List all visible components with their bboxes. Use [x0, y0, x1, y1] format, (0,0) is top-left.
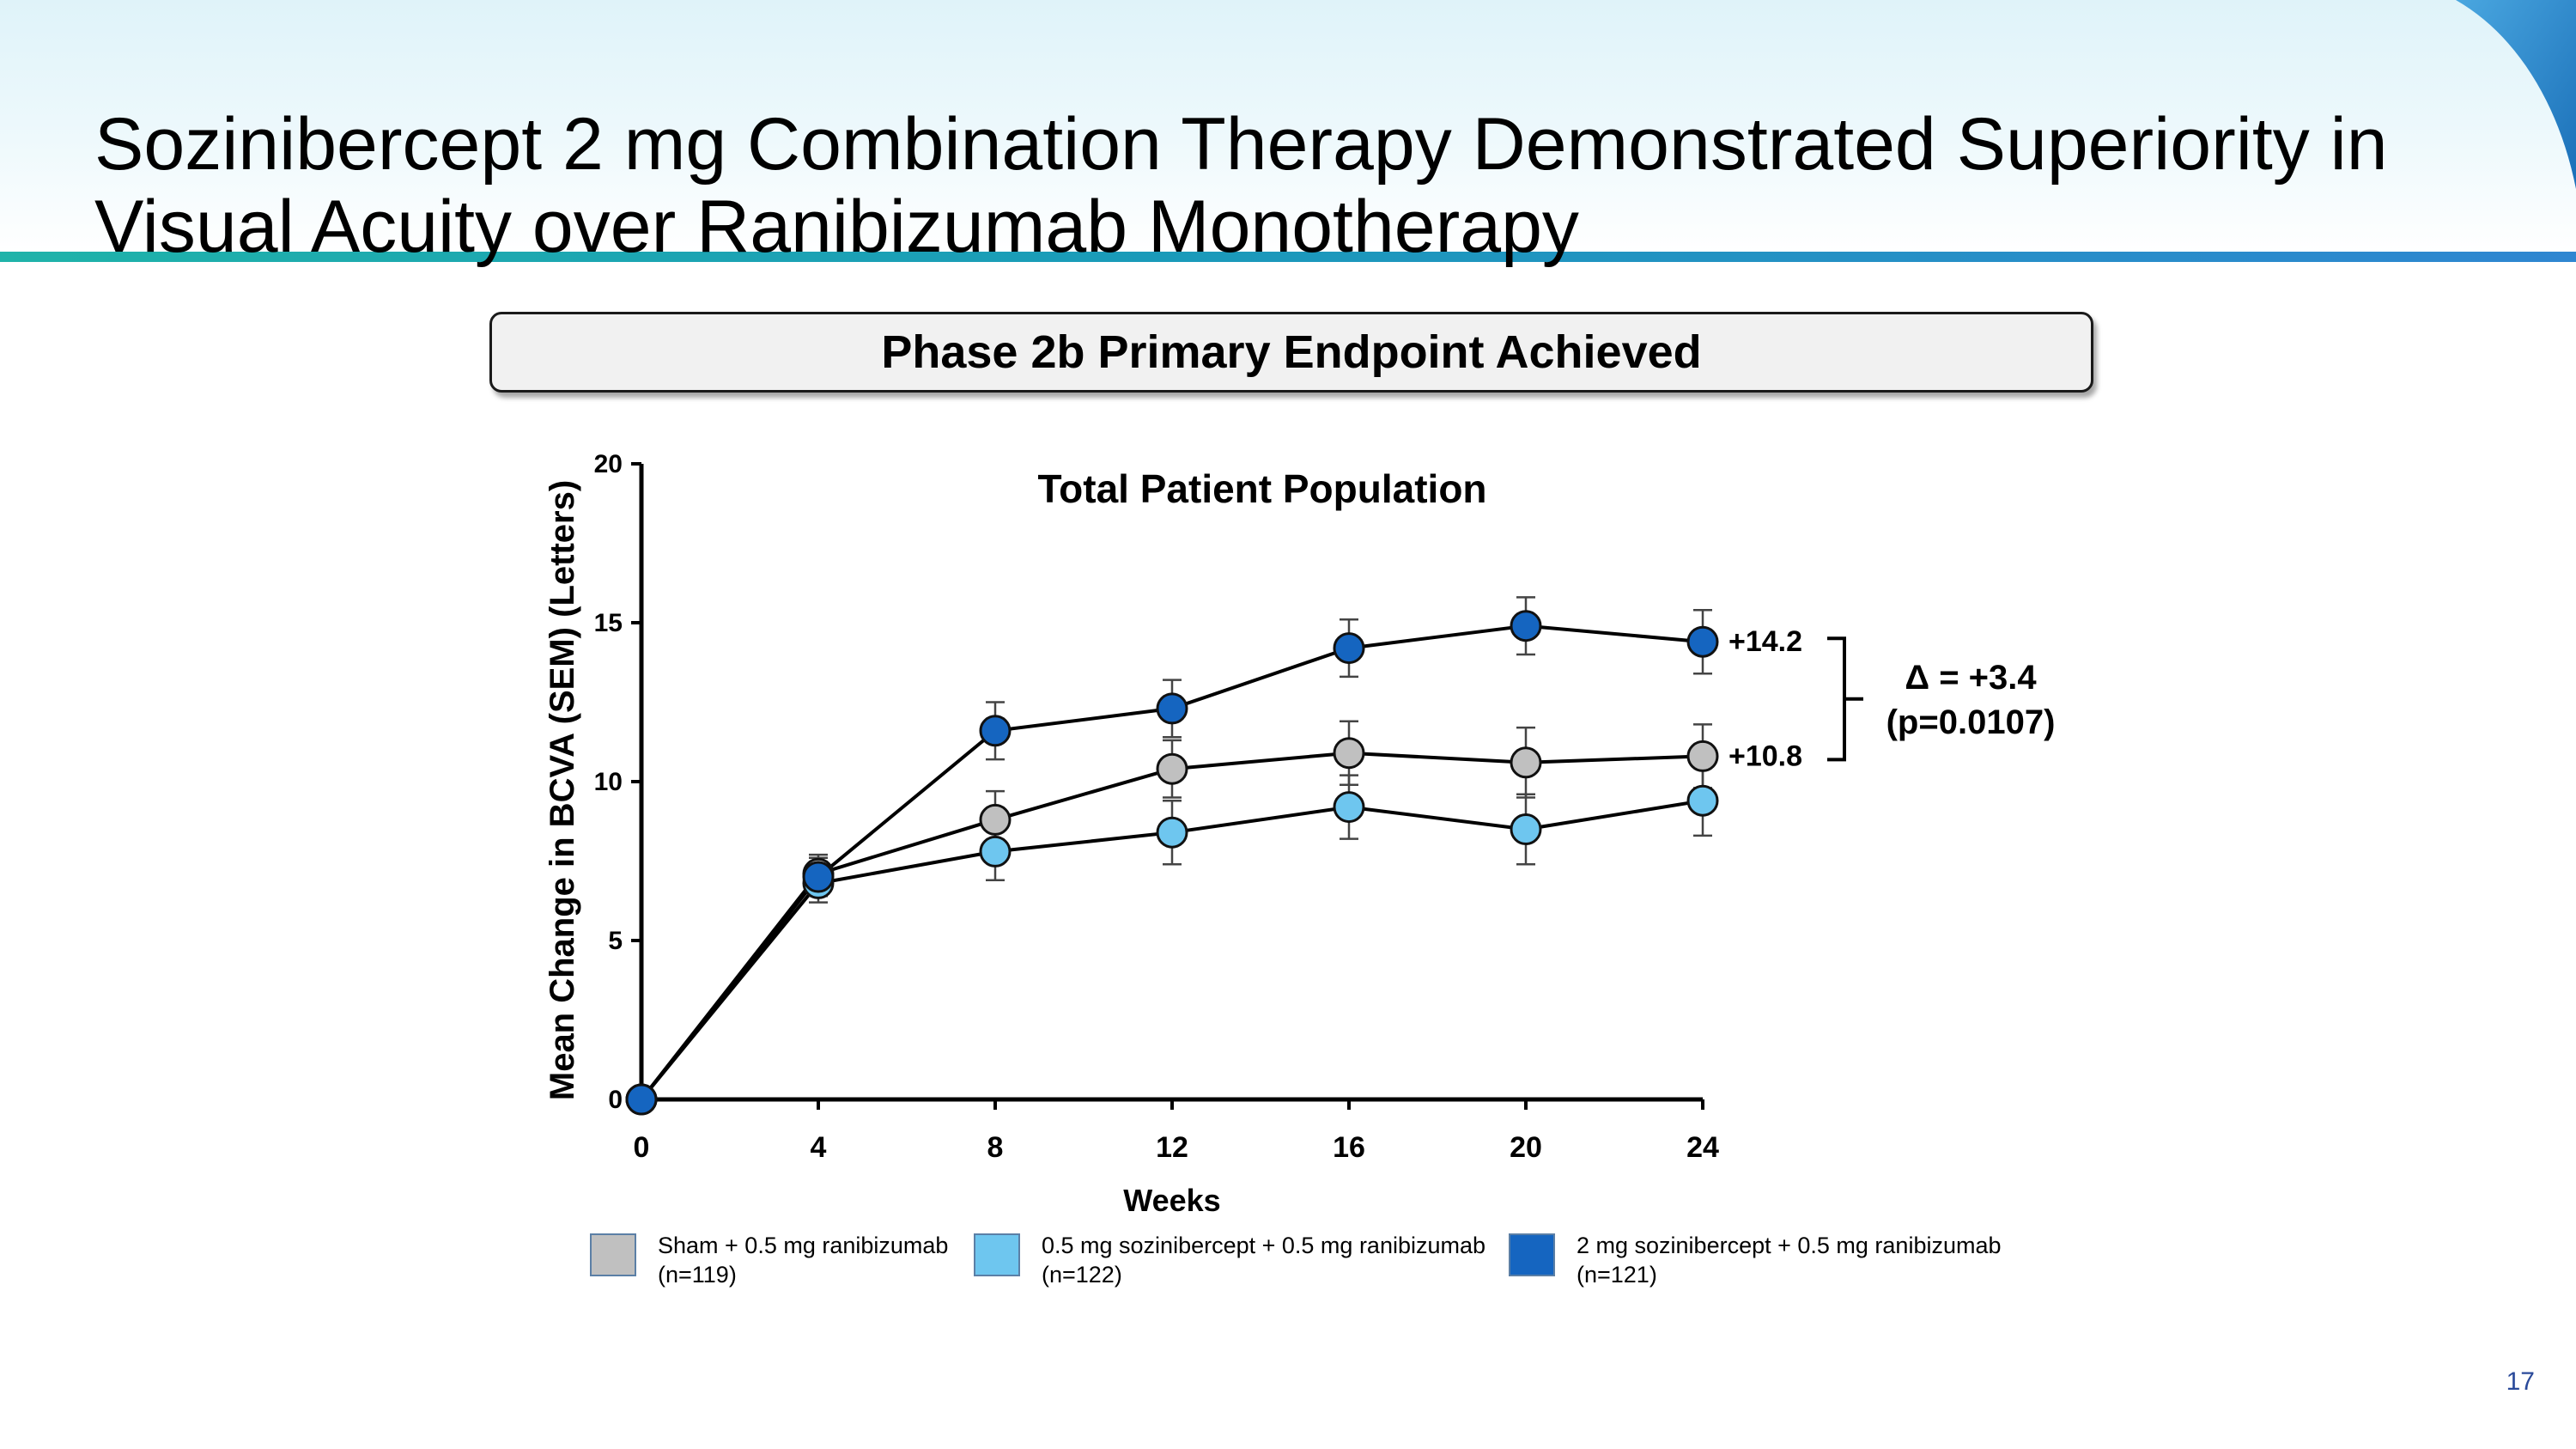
data-point — [1686, 625, 1719, 658]
data-point — [802, 861, 835, 893]
title-divider — [0, 252, 2576, 262]
legend-swatch — [1509, 1233, 1555, 1276]
legend-label: 2 mg sozinibercept + 0.5 mg ranibizumab — [1577, 1233, 2002, 1258]
data-point — [979, 715, 1012, 747]
data-point — [1510, 610, 1542, 642]
data-point — [1333, 737, 1365, 770]
x-tick-label: 24 — [1686, 1131, 1719, 1164]
data-point — [1686, 784, 1719, 817]
data-point — [1510, 813, 1542, 845]
legend-swatch — [974, 1233, 1020, 1276]
y-tick-label: 10 — [594, 768, 623, 796]
legend-label: Sham + 0.5 mg ranibizumab — [658, 1233, 948, 1258]
data-point — [979, 803, 1012, 836]
legend-swatch — [590, 1233, 636, 1276]
data-point — [1156, 752, 1188, 785]
legend-label: 0.5 mg sozinibercept + 0.5 mg ranibizuma… — [1042, 1233, 1485, 1258]
x-tick-label: 20 — [1510, 1131, 1542, 1164]
x-tick-label: 0 — [634, 1131, 650, 1164]
y-tick-label: 15 — [594, 609, 623, 637]
legend-n: (n=121) — [1577, 1262, 1657, 1288]
x-tick-label: 16 — [1333, 1131, 1365, 1164]
data-point — [1686, 740, 1719, 772]
data-point — [1156, 816, 1188, 849]
page-number: 17 — [2506, 1367, 2535, 1396]
annotation-high-value: +14.2 — [1728, 625, 1802, 658]
legend-n: (n=122) — [1042, 1262, 1122, 1288]
y-tick-label: 20 — [594, 450, 623, 478]
data-point — [1333, 791, 1365, 824]
legend-n: (n=119) — [658, 1262, 737, 1288]
y-tick-label: 0 — [608, 1086, 623, 1114]
delta-label: Δ = +3.4 — [1905, 659, 2037, 697]
data-point — [625, 1083, 658, 1116]
p-value-label: (p=0.0107) — [1886, 703, 2056, 741]
comparison-bracket — [1827, 636, 1846, 762]
x-axis-label: Weeks — [1123, 1183, 1220, 1218]
data-point — [1510, 746, 1542, 779]
header-band — [0, 0, 2576, 254]
y-axis-label: Mean Change in BCVA (SEM) (Letters) — [544, 480, 581, 1100]
line-chart: 0 5 10 15 20 0 4 8 12 16 20 24 Weeks Mean Change in B… — [544, 450, 2056, 1288]
data-point — [1333, 632, 1365, 665]
slide-title: Sozinibercept 2 mg Combination Therapy D… — [94, 102, 2388, 268]
x-tick-label: 8 — [987, 1131, 1004, 1164]
data-point — [1156, 692, 1188, 725]
corner-swoosh-decoration — [2456, 0, 2576, 189]
chart-title: Total Patient Population — [1037, 466, 1486, 511]
x-tick-label: 4 — [811, 1131, 827, 1164]
annotation-low-value: +10.8 — [1728, 740, 1802, 772]
data-point — [979, 835, 1012, 868]
y-tick-label: 5 — [608, 927, 623, 955]
x-tick-label: 12 — [1156, 1131, 1188, 1164]
endpoint-banner: Phase 2b Primary Endpoint Achieved — [489, 312, 2093, 393]
